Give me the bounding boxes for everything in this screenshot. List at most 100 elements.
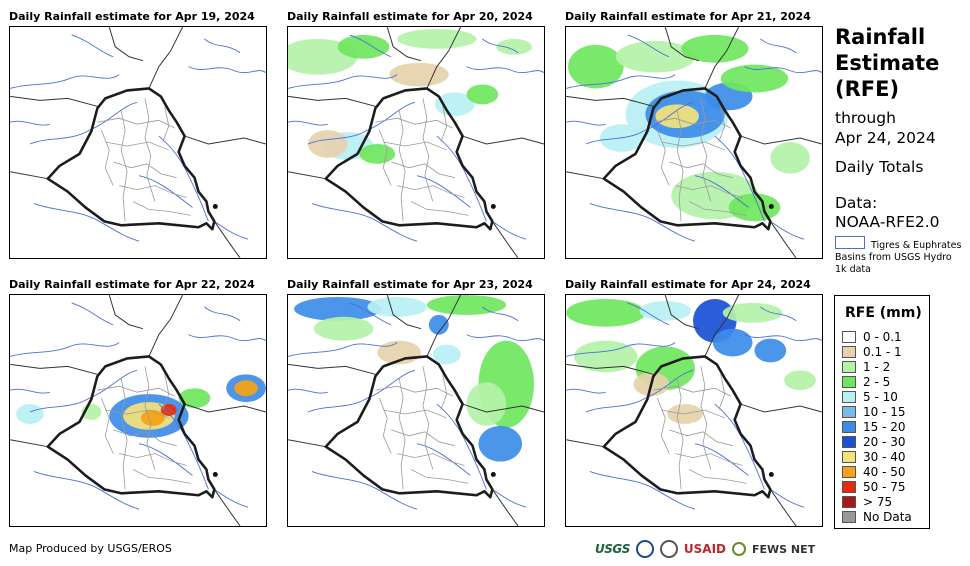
sidebar-title-line: Rainfall: [835, 25, 926, 49]
rainfall-area: [496, 38, 532, 55]
basin-river: [311, 203, 418, 242]
admin-boundary: [653, 385, 731, 397]
rainfall-area: [566, 298, 646, 327]
admin-boundary: [718, 106, 726, 143]
rainfall-area: [432, 344, 461, 365]
basin-legend-swatch: [835, 236, 865, 249]
map-panel-5: [287, 294, 545, 527]
legend-label: 40 - 50: [863, 465, 906, 479]
admin-boundary: [144, 98, 156, 202]
basin-river: [770, 488, 805, 508]
iraq-border: [324, 355, 494, 499]
kuwait-marker: [490, 471, 496, 477]
sidebar-title-line: (RFE): [835, 77, 900, 101]
rainfall-area: [720, 64, 789, 93]
usaid-logo-aid: AID: [702, 542, 726, 556]
basin-river: [307, 369, 416, 413]
rainfall-area: [294, 296, 382, 321]
legend-item: 50 - 75: [842, 480, 906, 494]
admin-boundary: [97, 117, 175, 129]
legend-swatch: [842, 361, 856, 373]
country-boundary: [491, 489, 519, 526]
country-boundary: [740, 403, 822, 413]
legend-item: 5 - 10: [842, 390, 898, 404]
basin-river: [311, 471, 418, 510]
rainfall-area: [178, 388, 211, 409]
legend-swatch: [842, 406, 856, 418]
basin-river: [416, 443, 471, 476]
legend-swatch: [842, 391, 856, 403]
admin-boundary: [688, 469, 747, 484]
map-svg: [288, 27, 544, 258]
country-boundary: [386, 27, 422, 62]
rainfall-area: [655, 104, 699, 129]
legend-swatch: [842, 451, 856, 463]
country-boundary: [108, 295, 144, 330]
admin-boundary: [422, 366, 434, 470]
country-boundary: [10, 95, 98, 107]
basin-river: [566, 342, 676, 357]
basin-river: [714, 135, 765, 222]
map-panel-4: [9, 294, 267, 527]
map-svg: [566, 27, 822, 258]
admin-boundary: [100, 397, 114, 454]
rainfall-area: [574, 340, 638, 373]
country-boundary: [740, 135, 822, 145]
basin-river: [566, 388, 606, 394]
rainfall-area: [313, 316, 374, 341]
basin-river: [760, 306, 797, 322]
country-boundary: [426, 295, 462, 357]
usaid-logo: USAID: [684, 542, 726, 556]
basin-river: [566, 120, 606, 126]
panel-title-1: Daily Rainfall estimate for Apr 19, 2024: [9, 10, 255, 23]
legend-label: 2 - 5: [863, 375, 891, 389]
admin-boundary: [120, 110, 128, 222]
basin-river: [288, 74, 398, 89]
admin-boundary: [375, 117, 453, 129]
admin-boundary: [378, 129, 392, 186]
rainfall-area: [466, 84, 499, 105]
country-boundary: [704, 295, 740, 357]
basin-river: [436, 135, 487, 222]
admin-boundary: [132, 201, 191, 216]
iraq-border: [602, 355, 772, 499]
basin-note: Tigres & Euphrates Basins from USGS Hydr…: [835, 240, 965, 276]
legend-swatch: [842, 496, 856, 508]
country-boundary: [462, 135, 544, 145]
noaa-logo-icon: [635, 540, 654, 558]
legend-label: 0 - 0.1: [863, 330, 902, 344]
admin-boundary: [675, 185, 743, 198]
kuwait-marker: [212, 471, 218, 477]
panel-title-3: Daily Rainfall estimate for Apr 21, 2024: [565, 10, 811, 23]
legend-item: > 75: [842, 495, 892, 509]
country-boundary: [288, 439, 326, 448]
country-boundary: [148, 27, 184, 89]
basin-river: [288, 120, 328, 126]
rainfall-area: [337, 34, 390, 59]
sidebar-title: Rainfall Estimate (RFE): [835, 24, 939, 102]
admin-boundary: [397, 185, 465, 198]
basin-river: [760, 38, 797, 54]
admin-boundary: [391, 161, 455, 179]
data-label: Data:: [835, 194, 878, 212]
basin-river: [71, 34, 114, 58]
admin-boundary: [656, 129, 670, 186]
usgs-logo: USGS: [595, 542, 630, 556]
admin-boundary: [378, 397, 392, 454]
legend-swatch: [842, 436, 856, 448]
panel-title-5: Daily Rainfall estimate for Apr 23, 2024: [287, 278, 533, 291]
country-boundary: [462, 403, 544, 413]
legend-item: 10 - 15: [842, 405, 906, 419]
country-boundary: [566, 171, 604, 180]
basin-river: [10, 74, 120, 89]
basin-river: [349, 34, 392, 58]
country-boundary: [213, 489, 241, 526]
admin-boundary: [676, 110, 684, 222]
legend-label: 10 - 15: [863, 405, 906, 419]
admin-boundary: [398, 110, 406, 222]
basin-river: [492, 488, 527, 508]
basin-river: [627, 302, 670, 326]
rainfall-area: [784, 370, 816, 391]
legend-swatch: [842, 331, 856, 343]
